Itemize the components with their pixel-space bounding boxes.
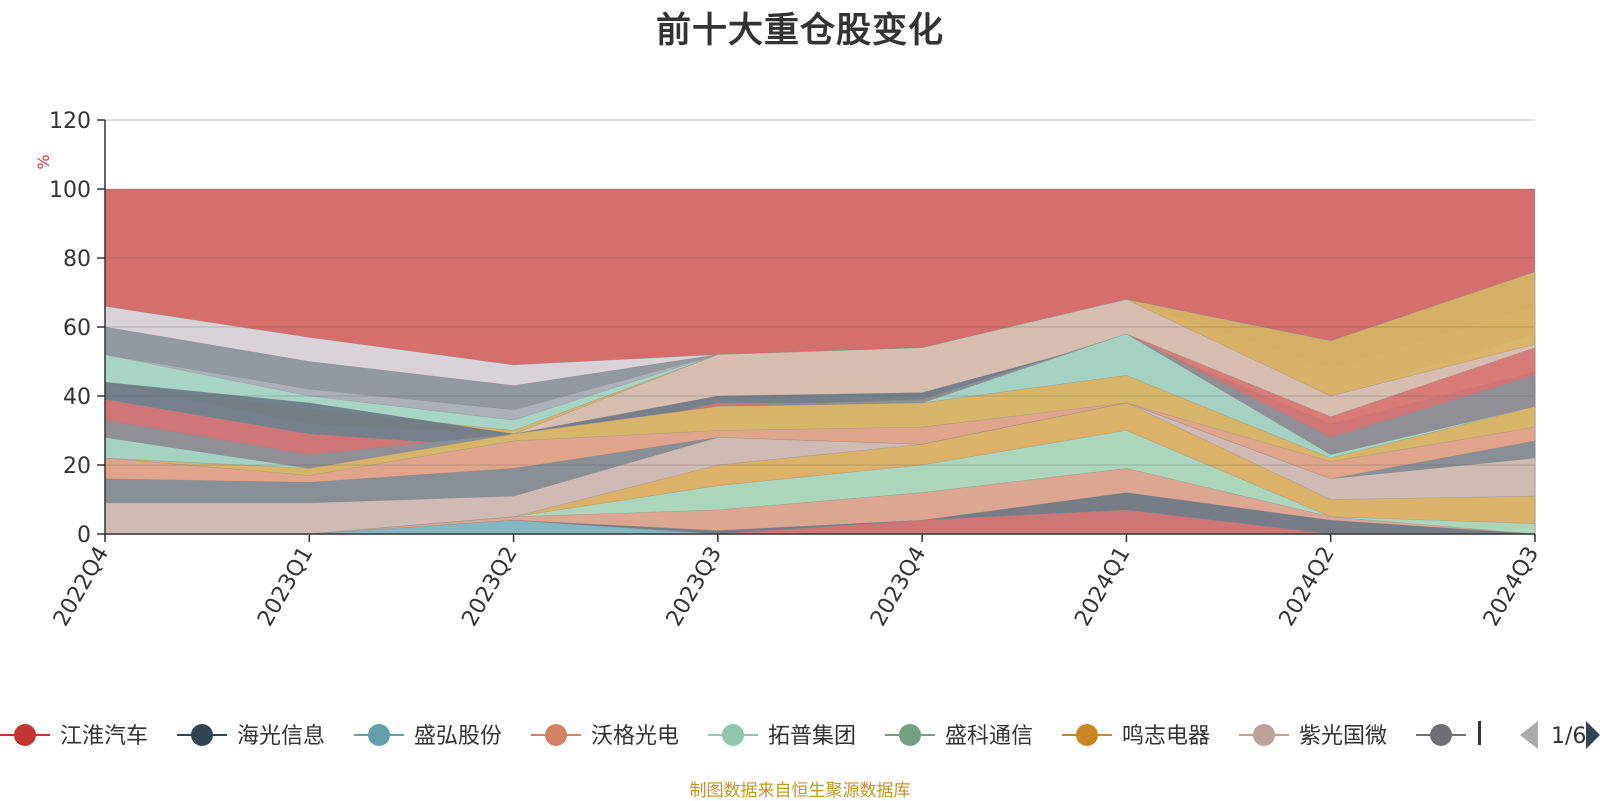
y-tick-label-20: 20 [63, 454, 91, 479]
legend-label: 盛弘股份 [414, 724, 502, 749]
y-tick-label-0: 0 [77, 523, 91, 548]
legend-label: 紫光国微 [1299, 724, 1387, 749]
legend-item[interactable]: 盛科通信 [885, 724, 1033, 749]
y-tick-label-60: 60 [63, 316, 91, 341]
x-tick-label-2024Q3: 2024Q3 [1479, 543, 1544, 631]
legend-next-icon[interactable] [1586, 721, 1600, 749]
legend-prev-icon[interactable] [1520, 721, 1538, 749]
legend-item[interactable]: 海光信息 [177, 724, 325, 749]
legend-marker [1253, 724, 1275, 746]
legend-marker [722, 724, 744, 746]
x-tick-label-2022Q4: 2022Q4 [49, 543, 114, 631]
legend-item[interactable]: 鸣志电器 [1062, 724, 1210, 749]
y-tick-label-120: 120 [49, 109, 91, 134]
legend-marker [191, 724, 213, 746]
x-tick-label-2023Q1: 2023Q1 [253, 543, 318, 631]
legend-label: 拓普集团 [768, 724, 856, 749]
x-tick-label-2023Q4: 2023Q4 [866, 543, 931, 631]
y-tick-label-100: 100 [49, 178, 91, 203]
legend-label: 海光信息 [237, 724, 325, 749]
legend-items: 江淮汽车 海光信息 盛弘股份 沃格光电 拓普集团 盛科通信 鸣志电器 紫光国微 [0, 721, 1481, 749]
legend-label: 盛科通信 [945, 724, 1033, 749]
legend-marker [1430, 724, 1452, 746]
chart-title: 前十大重仓股变化 [655, 11, 944, 51]
legend-item[interactable]: 紫光国微 [1239, 724, 1387, 749]
x-tick-label-2023Q2: 2023Q2 [457, 543, 522, 631]
source-note: 制图数据来自恒生聚源数据库 [689, 781, 911, 801]
legend-marker [899, 724, 921, 746]
legend-item[interactable]: 江淮汽车 [0, 724, 148, 749]
y-tick-label-40: 40 [63, 385, 91, 410]
legend-item[interactable]: 沃格光电 [531, 724, 679, 749]
y-tick-label-80: 80 [63, 247, 91, 272]
legend-item[interactable]: 盛弘股份 [354, 724, 502, 749]
legend-marker [14, 724, 36, 746]
legend-page-indicator: 1/6 [1551, 724, 1586, 749]
x-tick-label-2024Q2: 2024Q2 [1275, 543, 1340, 631]
legend-marker [1076, 724, 1098, 746]
legend-label: 江淮汽车 [60, 724, 148, 749]
legend-marker [368, 724, 390, 746]
plot-areas [104, 189, 1536, 535]
x-tick-label-2023Q3: 2023Q3 [662, 543, 727, 631]
x-tick-label-2024Q1: 2024Q1 [1070, 543, 1135, 631]
legend-label: 鸣志电器 [1122, 724, 1210, 749]
y-axis-label: % [34, 154, 53, 169]
legend: 江淮汽车 海光信息 盛弘股份 沃格光电 拓普集团 盛科通信 鸣志电器 紫光国微 1/6 [0, 721, 1600, 749]
legend-marker [545, 724, 567, 746]
legend-label: 沃格光电 [591, 724, 679, 749]
legend-item[interactable]: 拓普集团 [708, 724, 856, 749]
grid-lines [105, 119, 1535, 466]
legend-item[interactable] [1416, 724, 1466, 746]
legend-label-clipped [1478, 721, 1481, 745]
